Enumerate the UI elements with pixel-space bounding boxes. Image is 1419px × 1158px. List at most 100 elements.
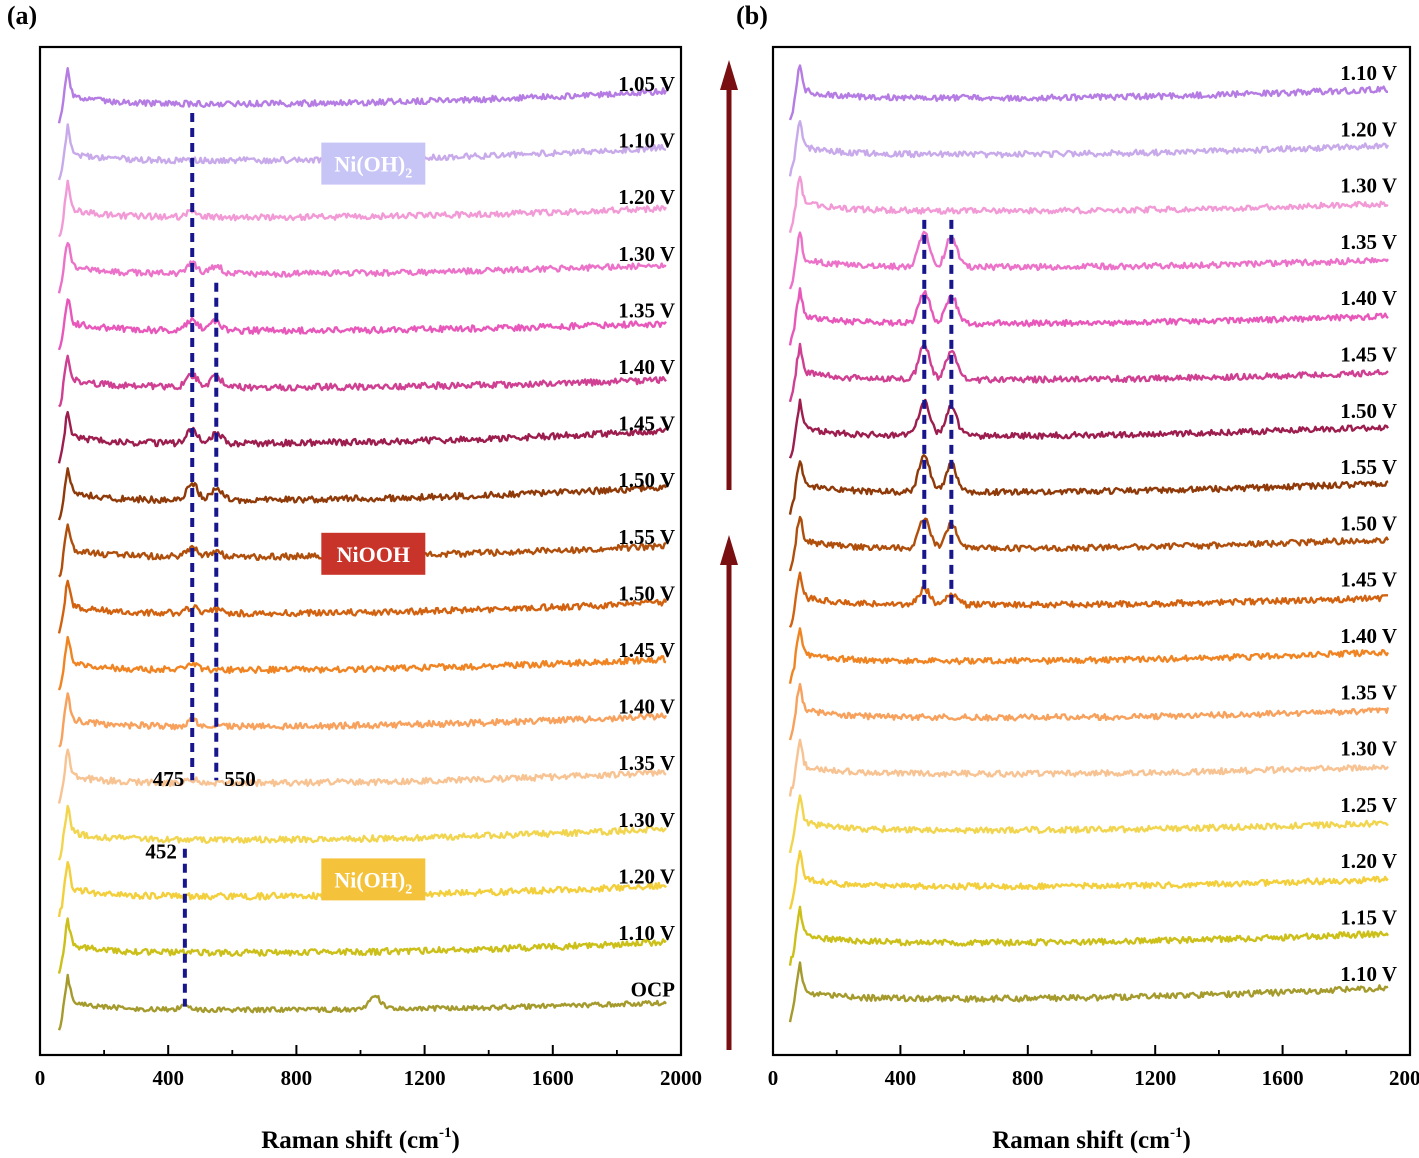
x-tick-label: 0 — [35, 1066, 46, 1090]
series-label: 1.10 V — [1340, 61, 1397, 85]
x-axis-ticks: 0 400 800 1200 1600 2000 — [768, 1045, 1419, 1090]
series-label: 1.40 V — [1340, 624, 1397, 648]
series-label: 1.30 V — [1340, 737, 1397, 761]
spectrum-line — [788, 905, 1389, 966]
x-tick-label: 1600 — [1262, 1066, 1304, 1090]
series-label: 1.35 V — [1340, 680, 1397, 704]
spectrum-line — [788, 230, 1389, 290]
spectrum-line — [788, 738, 1389, 797]
spectrum-line — [58, 692, 668, 748]
potential-arrow-head — [720, 60, 738, 90]
series-label: 1.25 V — [1340, 793, 1397, 817]
x-tick-label: 400 — [885, 1066, 917, 1090]
series-label: 1.30 V — [618, 808, 675, 832]
phase-annotations: Ni(OH)2 NiOOH Ni(OH)2 — [321, 142, 426, 901]
series-label: 1.10 V — [618, 921, 675, 945]
series-label: 1.30 V — [1340, 174, 1397, 198]
x-tick-label: 800 — [1012, 1066, 1044, 1090]
series-label: 1.45 V — [1340, 343, 1397, 367]
x-tick-label: 2000 — [660, 1066, 702, 1090]
series-label: 1.55 V — [618, 525, 675, 549]
spectrum-line — [788, 682, 1390, 741]
series-label: 1.40 V — [1340, 286, 1397, 310]
spectrum-line — [788, 794, 1389, 854]
plot-frame — [771, 45, 1412, 1057]
phase-label-box — [321, 858, 426, 901]
panel-a: 0 400 800 1200 1600 2000 Raman shift (cm-1) (a)… — [7, 1, 702, 1154]
spectrum-line — [788, 454, 1389, 515]
spectrum-line — [57, 917, 667, 974]
x-axis-ticks: 0 400 800 1200 1600 2000 — [35, 1045, 702, 1090]
spectrum-line — [57, 179, 668, 238]
series-label: 1.20 V — [1340, 117, 1397, 141]
spectrum-line — [57, 973, 667, 1031]
series-label: 1.10 V — [1340, 962, 1397, 986]
spectrum-line — [788, 342, 1389, 403]
x-tick-label: 1200 — [404, 1066, 446, 1090]
phase-label: Ni(OH)2 — [334, 867, 412, 897]
spectrum-line — [57, 467, 668, 521]
series-label: 1.50 V — [618, 581, 675, 605]
spectrum-line — [788, 64, 1388, 121]
series-label: 1.50 V — [618, 468, 675, 492]
spectrum-line — [788, 961, 1389, 1023]
spectrum-line — [788, 175, 1389, 233]
peak-position-label: 452 — [145, 840, 177, 864]
spectrum-line — [57, 579, 668, 634]
series-label: 1.10 V — [618, 129, 675, 153]
x-tick-label: 0 — [768, 1066, 779, 1090]
spectrum-line — [788, 627, 1390, 684]
spectrum-line — [57, 804, 667, 861]
series-label: 1.15 V — [1340, 906, 1397, 930]
spectrum-line — [57, 748, 667, 804]
series-label: 1.45 V — [618, 638, 675, 662]
spectrum-line — [57, 635, 667, 691]
spectrum-line — [788, 119, 1390, 177]
series-label: 1.20 V — [1340, 849, 1397, 873]
x-tick-label: 1200 — [1134, 1066, 1176, 1090]
series-label: 1.20 V — [618, 864, 675, 888]
spectrum-line — [57, 410, 667, 464]
spectrum-line — [788, 850, 1389, 910]
peak-guide-lines: 475 550 452 — [145, 113, 256, 1007]
series-label: 1.40 V — [618, 695, 675, 719]
peak-guide-lines — [922, 219, 954, 608]
series-label: 1.50 V — [1340, 511, 1397, 535]
series-label: 1.40 V — [618, 355, 675, 379]
spectrum-line — [788, 287, 1389, 346]
series-label: 1.50 V — [1340, 399, 1397, 423]
phase-label-box — [321, 532, 426, 575]
panel-b: 0 400 800 1200 1600 2000 Raman shift (cm-1) (b)… — [736, 1, 1419, 1154]
x-tick-label: 800 — [281, 1066, 313, 1090]
series-label: 1.45 V — [618, 412, 675, 436]
potential-arrow-head — [720, 535, 738, 565]
spectrum-line — [57, 298, 667, 351]
series-label: 1.20 V — [618, 185, 675, 209]
spectrum-line — [57, 66, 668, 124]
spectrum-line — [788, 398, 1389, 459]
x-axis-label: Raman shift (cm-1) — [261, 1125, 460, 1154]
x-tick-label: 2000 — [1389, 1066, 1419, 1090]
x-tick-label: 400 — [152, 1066, 184, 1090]
panel-label: (b) — [736, 1, 768, 30]
series-label: 1.55 V — [1340, 455, 1397, 479]
phase-label: NiOOH — [337, 542, 410, 567]
spectrum-line — [58, 354, 667, 408]
spectra: 1.10 V 1.20 V 1.30 V 1.35 V 1.40 V 1.45 V 1.50… — [788, 61, 1397, 1023]
series-label: 1.05 V — [618, 72, 675, 96]
series-label: 1.45 V — [1340, 568, 1397, 592]
peak-position-label: 475 — [153, 767, 185, 791]
series-label: OCP — [631, 978, 676, 1002]
phase-label: Ni(OH)2 — [334, 152, 412, 182]
series-label: 1.35 V — [1340, 230, 1397, 254]
panel-label: (a) — [7, 1, 37, 30]
x-axis-label: Raman shift (cm-1) — [992, 1125, 1191, 1154]
potential-direction-arrows — [720, 60, 738, 1050]
spectrum-line — [788, 515, 1390, 572]
spectrum-line — [788, 571, 1388, 628]
series-label: 1.35 V — [618, 751, 675, 775]
series-label: 1.35 V — [618, 298, 675, 322]
spectrum-line — [57, 241, 667, 294]
x-tick-label: 1600 — [532, 1066, 574, 1090]
